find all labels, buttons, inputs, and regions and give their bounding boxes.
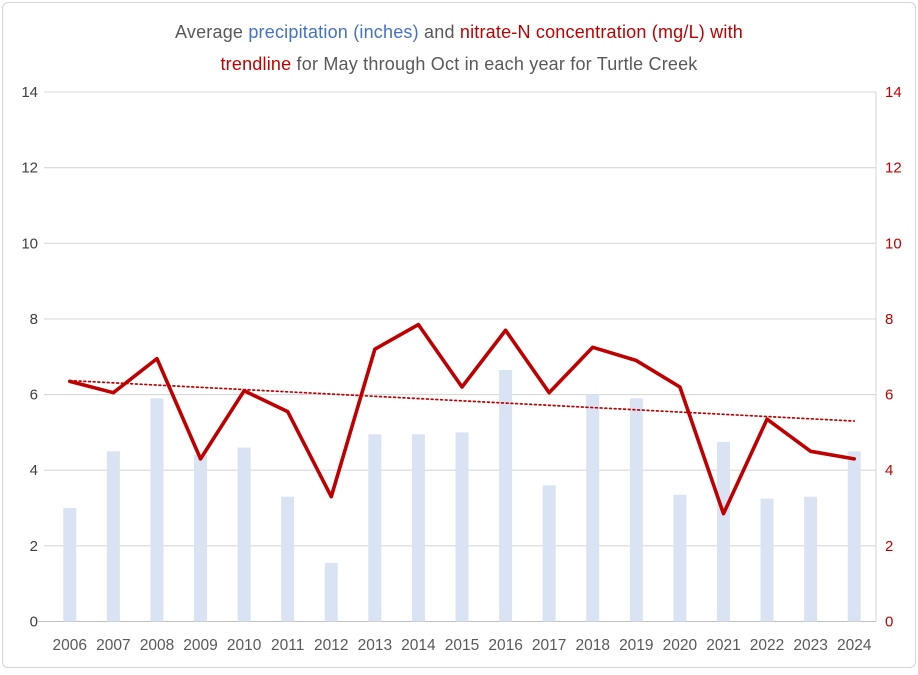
- x-label-2022: 2022: [750, 637, 784, 654]
- bar-2009: [194, 455, 208, 622]
- left-axis-tick-2: 2: [30, 538, 38, 555]
- right-axis-tick-0: 0: [885, 614, 893, 631]
- bar-2010: [237, 447, 251, 622]
- x-label-2017: 2017: [532, 637, 566, 654]
- x-label-2010: 2010: [227, 637, 262, 654]
- left-axis-tick-8: 8: [30, 311, 38, 328]
- bar-2007: [106, 451, 120, 622]
- right-axis-tick-10: 10: [885, 235, 902, 252]
- bar-2008: [150, 398, 164, 622]
- title-segment: for May through Oct in each year for Tur…: [291, 54, 698, 74]
- x-label-2014: 2014: [401, 637, 436, 654]
- bar-2018: [586, 394, 600, 622]
- x-label-2020: 2020: [663, 637, 698, 654]
- x-label-2024: 2024: [837, 637, 872, 654]
- bar-2014: [411, 434, 425, 622]
- bar-2021: [716, 441, 730, 622]
- right-axis-tick-2: 2: [885, 538, 893, 555]
- bar-2022: [760, 498, 774, 622]
- right-axis-tick-8: 8: [885, 311, 893, 328]
- x-label-2009: 2009: [183, 637, 217, 654]
- bar-2019: [629, 398, 643, 622]
- right-axis-tick-4: 4: [885, 462, 893, 479]
- left-axis-tick-4: 4: [30, 462, 38, 479]
- nitrate-line: [67, 322, 857, 516]
- bar-2016: [499, 369, 513, 622]
- bar-2023: [804, 496, 818, 622]
- x-label-2013: 2013: [358, 637, 392, 654]
- x-label-2018: 2018: [575, 637, 609, 654]
- left-axis-tick-10: 10: [21, 235, 38, 252]
- x-label-2008: 2008: [140, 637, 174, 654]
- bar-2017: [542, 485, 556, 622]
- right-axis-tick-6: 6: [885, 387, 893, 404]
- bar-2020: [673, 494, 687, 622]
- title-segment: and: [418, 22, 460, 42]
- chart-title-line1: Average precipitation (inches) and nitra…: [0, 16, 918, 48]
- right-axis-tick-12: 12: [885, 160, 902, 177]
- bar-2006: [63, 508, 77, 622]
- title-segment-nitrate: nitrate-N concentration (mg/L) with: [459, 22, 743, 42]
- bar-2011: [281, 496, 295, 622]
- bar-2012: [324, 562, 338, 622]
- x-label-2012: 2012: [314, 637, 348, 654]
- title-segment: Average: [175, 22, 249, 42]
- x-label-2016: 2016: [488, 637, 522, 654]
- bar-2015: [455, 432, 469, 622]
- bar-2024: [847, 451, 861, 622]
- x-label-2006: 2006: [53, 637, 87, 654]
- left-axis-tick-6: 6: [30, 387, 38, 404]
- title-segment-trendline: trendline: [220, 54, 292, 74]
- trendline: [68, 379, 856, 422]
- x-label-2019: 2019: [619, 637, 653, 654]
- left-axis-tick-14: 14: [21, 84, 38, 101]
- left-axis-tick-0: 0: [30, 614, 38, 631]
- chart-title-line2: trendline for May through Oct in each ye…: [0, 48, 918, 80]
- x-label-2011: 2011: [271, 637, 304, 654]
- chart-title: Average precipitation (inches) and nitra…: [0, 16, 918, 80]
- x-label-2015: 2015: [445, 637, 479, 654]
- left-axis-tick-12: 12: [21, 160, 38, 177]
- x-label-2023: 2023: [793, 637, 827, 654]
- x-label-2021: 2021: [706, 637, 740, 654]
- bar-2013: [368, 434, 382, 622]
- right-axis-tick-14: 14: [885, 84, 902, 101]
- x-label-2007: 2007: [96, 637, 130, 654]
- title-segment-precipitation: precipitation (inches): [248, 22, 419, 42]
